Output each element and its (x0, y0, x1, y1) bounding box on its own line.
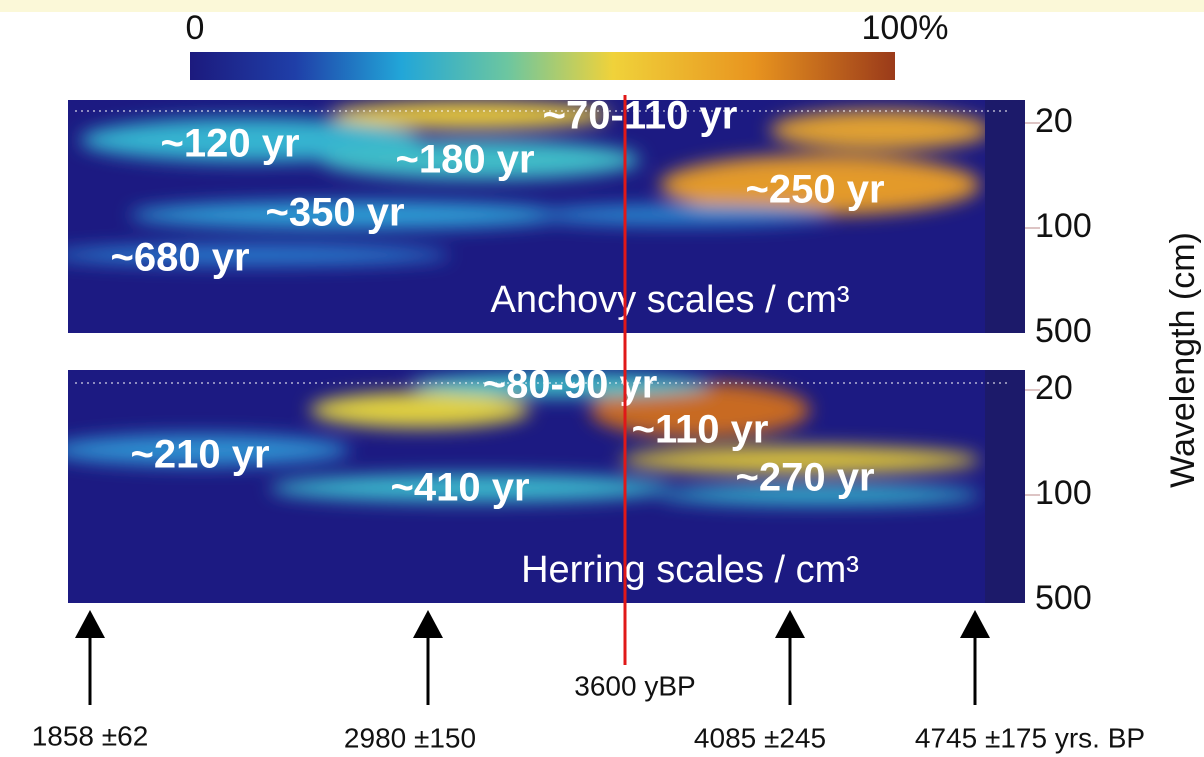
annotation: ~180 yr (395, 138, 534, 182)
tick-label: 500 (1035, 579, 1092, 617)
arrows (75, 610, 990, 705)
right-strip (985, 370, 1025, 603)
annotation: ~250 yr (745, 168, 884, 212)
heatmap-blobs (68, 373, 980, 505)
panel-title: Herring scales / cm³ (521, 549, 859, 591)
date-label: 4745 ±175 yrs. BP (915, 722, 1145, 753)
annotation: ~270 yr (735, 456, 874, 500)
colorbar-max: 100% (862, 9, 949, 47)
marker-label: 3600 yBP (574, 670, 695, 701)
annotation: ~350 yr (265, 191, 404, 235)
colorbar (190, 52, 895, 80)
top-strip (0, 0, 1204, 12)
tick-label: 100 (1035, 474, 1092, 512)
heatmap-blobs (68, 101, 985, 265)
annotation: ~210 yr (130, 433, 269, 477)
annotation: ~80-90 yr (483, 363, 658, 407)
right-strip (985, 100, 1025, 333)
annotation: ~120 yr (160, 122, 299, 166)
annotation: ~680 yr (110, 236, 249, 280)
annotation: ~410 yr (390, 466, 529, 510)
date-label: 2980 ±150 (344, 722, 476, 753)
tick-label: 500 (1035, 312, 1092, 350)
date-label: 1858 ±62 (32, 720, 149, 751)
annotation: ~110 yr (632, 408, 769, 452)
tick-label: 20 (1035, 102, 1073, 140)
tick-label: 20 (1035, 369, 1073, 407)
annotation: ~70-110 yr (543, 94, 738, 138)
tick-label: 100 (1035, 207, 1092, 245)
colorbar-min: 0 (186, 9, 205, 47)
panel-title: Anchovy scales / cm³ (491, 279, 850, 321)
axis-label: Wavelength (cm) (1164, 232, 1202, 488)
date-label: 4085 ±245 (694, 722, 826, 753)
